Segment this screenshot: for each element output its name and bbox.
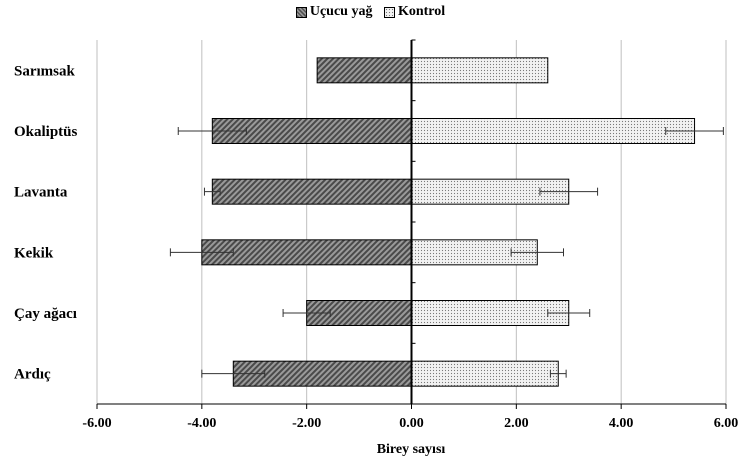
error-bar-1-4	[282, 309, 331, 317]
error-bars	[169, 127, 724, 378]
legend-item-series-2[interactable]: Kontrol	[383, 4, 446, 20]
bar-2-1	[411, 118, 696, 144]
x-tick-label-3: 0.00	[399, 416, 424, 431]
category-label-5: Ardıç	[14, 367, 51, 383]
x-tick-label-2: -2.00	[292, 416, 321, 431]
x-tick-label-0: -6.00	[82, 416, 111, 431]
x-axis-title: Birey sayısı	[377, 442, 446, 457]
labels: -6.00 -4.00 -2.00 0.00 2.00 4.00 6.00 Sarımsak O…	[14, 63, 738, 431]
legend: Uçucu yağ Kontrol	[0, 4, 741, 23]
error-bar-1-1	[177, 127, 247, 135]
category-label-2: Lavanta	[14, 185, 68, 201]
x-tick-label-5: 4.00	[609, 416, 634, 431]
legend-swatch-series-1	[295, 6, 307, 18]
bars	[201, 57, 696, 387]
category-label-3: Kekik	[14, 245, 54, 261]
x-tick-label-4: 2.00	[504, 416, 529, 431]
legend-label-series-1: Uçucu yağ	[309, 4, 373, 19]
axes	[96, 39, 727, 409]
legend-swatch-series-2	[383, 6, 395, 18]
legend-label-series-2: Kontrol	[397, 4, 446, 19]
bar-2-4	[411, 300, 570, 326]
bar-2-0	[411, 57, 549, 84]
category-label-4: Çay ağacı	[14, 306, 77, 322]
bar-2-5	[411, 360, 559, 387]
error-bar-1-5	[201, 369, 266, 378]
error-bar-2-3	[510, 248, 565, 257]
error-bar-2-4	[547, 309, 591, 317]
error-bar-2-5	[549, 369, 567, 378]
legend-item-series-1[interactable]: Uçucu yağ	[295, 4, 373, 20]
bar-1-0	[316, 57, 412, 84]
bar-1-2	[211, 178, 412, 205]
error-bar-2-2	[539, 187, 599, 196]
error-bar-1-2	[203, 187, 221, 196]
category-label-0: Sarımsak	[14, 63, 76, 79]
error-bar-1-3	[169, 248, 234, 257]
x-tick-label-6: 6.00	[714, 416, 739, 431]
gridlines	[96, 40, 727, 404]
category-label-1: Okaliptüs	[14, 124, 78, 140]
x-tick-label-1: -4.00	[187, 416, 216, 431]
error-bar-2-1	[665, 127, 724, 135]
